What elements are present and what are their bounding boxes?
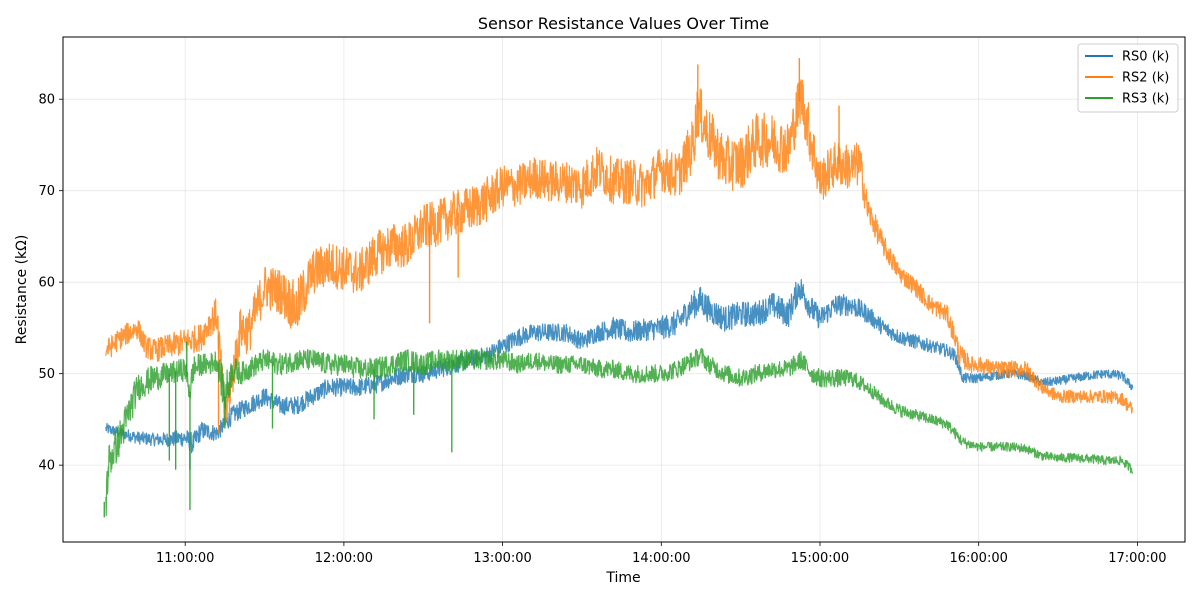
x-tick-label: 11:00:00 — [156, 551, 214, 566]
y-axis-ticks: 40 50 60 70 80 — [38, 93, 63, 474]
x-axis-ticks: 11:00:00 12:00:00 13:00:00 14:00:00 15:00:00… — [156, 542, 1167, 566]
series-layer — [103, 58, 1134, 518]
legend-label: RS0 (k) — [1122, 50, 1169, 65]
y-tick-label: 80 — [38, 93, 55, 108]
series-rs3 — [103, 341, 1134, 518]
series-line — [105, 79, 1134, 426]
series-rs2 — [105, 58, 1134, 434]
legend-label: RS3 (k) — [1122, 92, 1169, 107]
legend: RS0 (k) RS2 (k) RS3 (k) — [1077, 43, 1179, 113]
plot-frame — [62, 36, 1186, 543]
x-tick-label: 17:00:00 — [1108, 551, 1166, 566]
legend-box — [1077, 43, 1179, 113]
x-tick-label: 14:00:00 — [632, 551, 690, 566]
series-line — [105, 279, 1134, 454]
x-tick-label: 13:00:00 — [473, 551, 531, 566]
x-tick-label: 15:00:00 — [791, 551, 849, 566]
y-tick-label: 40 — [38, 459, 55, 474]
series-line — [105, 348, 1134, 517]
x-axis-label: Time — [605, 570, 640, 586]
y-tick-label: 50 — [38, 367, 55, 382]
legend-label: RS2 (k) — [1122, 71, 1169, 86]
x-tick-label: 12:00:00 — [315, 551, 373, 566]
y-tick-label: 60 — [38, 276, 55, 291]
x-tick-label: 16:00:00 — [949, 551, 1007, 566]
y-axis-label: Resistance (kΩ) — [14, 235, 30, 345]
y-tick-label: 70 — [38, 184, 55, 199]
chart-title: Sensor Resistance Values Over Time — [478, 14, 769, 33]
